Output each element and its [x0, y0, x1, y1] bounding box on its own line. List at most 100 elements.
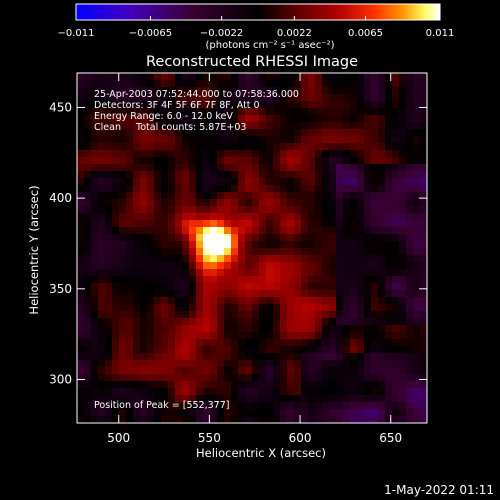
heatmap-cell	[210, 304, 218, 312]
chart-title: Reconstructed RHESSI Image	[146, 54, 358, 70]
heatmap-cell	[203, 192, 211, 200]
heatmap-cell	[168, 297, 176, 305]
heatmap-cell	[196, 150, 204, 158]
heatmap-cell	[329, 395, 337, 403]
heatmap-cell	[105, 178, 113, 186]
heatmap-cell	[259, 234, 267, 242]
heatmap-cell	[140, 311, 148, 319]
heatmap-cell	[189, 297, 197, 305]
heatmap-cell	[231, 388, 239, 396]
heatmap-cell	[168, 136, 176, 144]
heatmap-cell	[266, 381, 274, 389]
heatmap-cell	[406, 332, 414, 340]
heatmap-cell	[77, 227, 85, 235]
heatmap-cell	[119, 213, 127, 221]
heatmap-cell	[133, 248, 141, 256]
heatmap-cell	[98, 276, 106, 284]
heatmap-cell	[112, 269, 120, 277]
heatmap-cell	[196, 171, 204, 179]
heatmap-cell	[252, 213, 260, 221]
heatmap-cell	[77, 73, 85, 81]
heatmap-cell	[259, 353, 267, 361]
heatmap-cell	[315, 220, 323, 228]
heatmap-cell	[217, 381, 225, 389]
heatmap-cell	[301, 234, 309, 242]
heatmap-cell	[84, 367, 92, 375]
heatmap-cell	[280, 241, 288, 249]
heatmap-cell	[364, 87, 372, 95]
heatmap-cell	[308, 129, 316, 137]
heatmap-cell	[399, 206, 407, 214]
heatmap-cell	[217, 332, 225, 340]
heatmap-cell	[147, 122, 155, 130]
heatmap-cell	[105, 157, 113, 165]
heatmap-cell	[189, 367, 197, 375]
heatmap-cell	[182, 94, 190, 102]
heatmap-cell	[329, 283, 337, 291]
heatmap-cell	[119, 283, 127, 291]
heatmap-cell	[266, 374, 274, 382]
heatmap-cell	[217, 73, 225, 81]
heatmap-cell	[308, 311, 316, 319]
heatmap-cell	[168, 283, 176, 291]
heatmap-cell	[161, 171, 169, 179]
heatmap-cell	[294, 339, 302, 347]
heatmap-cell	[315, 80, 323, 88]
heatmap-cell	[91, 199, 99, 207]
heatmap-cell	[420, 325, 427, 333]
heatmap-cell	[287, 276, 295, 284]
heatmap-cell	[196, 318, 204, 326]
heatmap-cell	[84, 185, 92, 193]
heatmap-cell	[399, 115, 407, 123]
heatmap-cell	[315, 388, 323, 396]
heatmap-cell	[308, 276, 316, 284]
heatmap-cell	[420, 269, 427, 277]
heatmap-cell	[182, 283, 190, 291]
heatmap-cell	[308, 171, 316, 179]
colorbar-units: (photons cm⁻² s⁻¹ asec⁻²)	[205, 40, 334, 51]
heatmap-cell	[91, 318, 99, 326]
heatmap-cell	[364, 199, 372, 207]
heatmap-cell	[308, 108, 316, 116]
heatmap-cell	[266, 108, 274, 116]
heatmap-cell	[112, 311, 120, 319]
heatmap-cell	[203, 73, 211, 81]
heatmap-cell	[105, 318, 113, 326]
heatmap-cell	[238, 122, 246, 130]
heatmap-cell	[77, 129, 85, 137]
heatmap-cell	[217, 374, 225, 382]
heatmap-cell	[238, 199, 246, 207]
heatmap-cell	[280, 353, 288, 361]
heatmap-cell	[371, 101, 379, 109]
heatmap-cell	[399, 185, 407, 193]
heatmap-cell	[280, 409, 288, 417]
heatmap-cell	[77, 360, 85, 368]
heatmap-cell	[308, 388, 316, 396]
heatmap-cell	[112, 213, 120, 221]
heatmap-cell	[413, 157, 421, 165]
heatmap-cell	[105, 255, 113, 263]
heatmap-cell	[413, 129, 421, 137]
heatmap-cell	[280, 206, 288, 214]
heatmap-cell	[371, 199, 379, 207]
heatmap-cell	[322, 129, 330, 137]
heatmap-cell	[112, 108, 120, 116]
heatmap-cell	[273, 199, 281, 207]
heatmap-cell	[350, 241, 358, 249]
heatmap-cell	[161, 332, 169, 340]
heatmap-cell	[322, 297, 330, 305]
heatmap-cell	[357, 164, 365, 172]
heatmap-cell	[301, 269, 309, 277]
heatmap-cell	[252, 283, 260, 291]
heatmap-cell	[119, 171, 127, 179]
heatmap-cell	[308, 220, 316, 228]
heatmap-cell	[420, 381, 427, 389]
heatmap-cell	[175, 367, 183, 375]
heatmap-cell	[350, 206, 358, 214]
heatmap-cell	[259, 101, 267, 109]
heatmap-cell	[343, 94, 351, 102]
heatmap-cell	[224, 115, 232, 123]
heatmap-cell	[245, 402, 253, 410]
heatmap-cell	[224, 185, 232, 193]
heatmap-cell	[364, 339, 372, 347]
